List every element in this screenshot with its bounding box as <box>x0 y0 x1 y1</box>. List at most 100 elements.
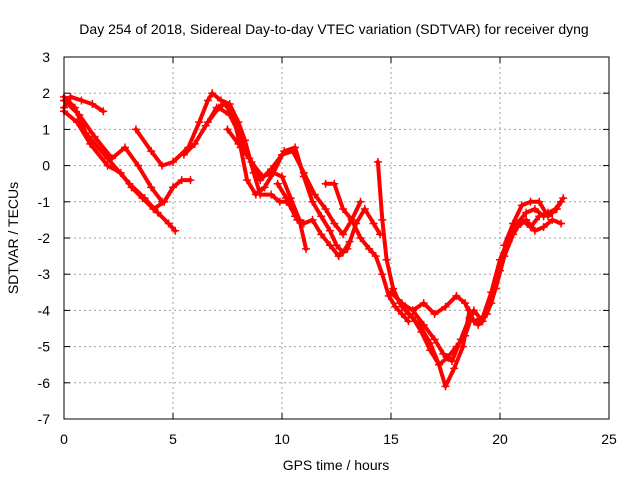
data-point-marker <box>195 118 204 127</box>
y-axis-label: SDTVAR / TECUs <box>5 182 21 294</box>
data-point-marker <box>164 219 173 228</box>
data-point-marker <box>339 205 348 214</box>
series-line <box>225 127 363 237</box>
data-point-marker <box>382 255 391 264</box>
y-tick-label: -7 <box>38 411 51 427</box>
x-tick-label: 5 <box>169 431 177 447</box>
data-point-marker <box>500 241 509 250</box>
y-tick-label: -3 <box>38 266 51 282</box>
data-point-marker <box>88 100 97 109</box>
data-point-marker <box>147 147 156 156</box>
data-point-marker <box>330 179 339 188</box>
data-point-marker <box>153 208 162 217</box>
data-point-marker <box>430 310 439 319</box>
y-tick-label: -2 <box>38 230 51 246</box>
data-point-marker <box>301 244 310 253</box>
data-point-marker <box>116 168 125 177</box>
data-point-marker <box>365 244 374 253</box>
data-point-marker <box>404 317 413 326</box>
data-point-marker <box>236 132 245 141</box>
series-trace-11 <box>373 157 474 391</box>
data-point-marker <box>426 346 435 355</box>
data-point-marker <box>214 103 223 112</box>
data-point-marker <box>256 176 265 185</box>
series-line <box>323 181 411 324</box>
data-point-marker <box>482 310 491 319</box>
data-point-marker <box>434 360 443 369</box>
data-point-marker <box>448 357 457 366</box>
chart-title: Day 254 of 2018, Sidereal Day-to-day VTE… <box>79 21 588 37</box>
data-point-marker <box>522 208 531 217</box>
data-point-marker <box>99 107 108 116</box>
data-point-marker <box>221 100 230 109</box>
data-point-marker <box>334 252 343 261</box>
data-series <box>60 89 568 391</box>
data-point-marker <box>107 154 116 163</box>
data-point-marker <box>543 212 552 221</box>
y-tick-label: -4 <box>38 302 51 318</box>
data-point-marker <box>308 215 317 224</box>
data-point-marker <box>317 212 326 221</box>
series-line <box>205 105 352 255</box>
series-trace-8 <box>223 125 365 239</box>
data-point-marker <box>408 313 417 322</box>
x-tick-label: 0 <box>60 431 68 447</box>
data-point-marker <box>169 183 177 192</box>
data-point-marker <box>491 284 500 293</box>
data-point-marker <box>171 226 180 235</box>
data-point-marker <box>371 252 380 261</box>
data-point-marker <box>356 234 365 242</box>
data-point-marker <box>535 197 544 206</box>
x-tick-label: 25 <box>601 431 617 447</box>
data-point-marker <box>282 194 291 203</box>
data-point-marker <box>90 132 99 141</box>
data-point-marker <box>103 161 112 170</box>
data-point-marker <box>559 194 568 203</box>
data-point-marker <box>273 179 282 188</box>
data-point-marker <box>208 89 217 98</box>
data-point-marker <box>378 270 387 279</box>
data-point-marker <box>216 96 225 105</box>
data-point-marker <box>177 176 186 185</box>
data-point-marker <box>251 190 260 199</box>
data-point-marker <box>408 306 417 315</box>
data-point-marker <box>369 219 378 228</box>
data-point-marker <box>134 161 143 170</box>
data-point-marker <box>131 125 140 134</box>
y-tick-label: 1 <box>42 121 50 137</box>
series-trace-15 <box>500 194 568 250</box>
data-point-marker <box>530 205 539 214</box>
data-point-marker <box>278 172 286 181</box>
data-point-marker <box>548 215 557 224</box>
series-line <box>62 98 165 204</box>
data-point-marker <box>452 291 461 300</box>
series-trace-13 <box>397 215 566 369</box>
y-tick-label: 3 <box>42 49 50 65</box>
data-point-marker <box>190 139 199 148</box>
data-point-marker <box>299 219 308 228</box>
data-point-marker <box>291 212 300 221</box>
data-point-marker <box>267 165 276 174</box>
data-point-marker <box>225 110 234 119</box>
data-point-marker <box>278 150 286 159</box>
data-point-marker <box>86 139 95 148</box>
data-point-marker <box>234 139 243 148</box>
data-point-marker <box>474 320 483 329</box>
data-point-marker <box>450 364 459 373</box>
data-point-marker <box>373 157 382 166</box>
data-point-marker <box>203 96 212 105</box>
series-trace-5 <box>131 89 302 224</box>
data-point-marker <box>121 143 130 152</box>
data-point-marker <box>308 197 317 206</box>
data-point-marker <box>378 215 387 224</box>
data-point-marker <box>557 219 566 228</box>
data-point-marker <box>441 302 450 311</box>
data-point-marker <box>430 335 439 344</box>
data-point-marker <box>325 241 334 250</box>
data-point-marker <box>526 223 535 232</box>
data-point-marker <box>321 179 330 188</box>
data-point-marker <box>465 313 474 322</box>
y-tick-label: -1 <box>38 194 51 210</box>
data-point-marker <box>417 328 426 337</box>
data-point-marker <box>339 230 348 239</box>
